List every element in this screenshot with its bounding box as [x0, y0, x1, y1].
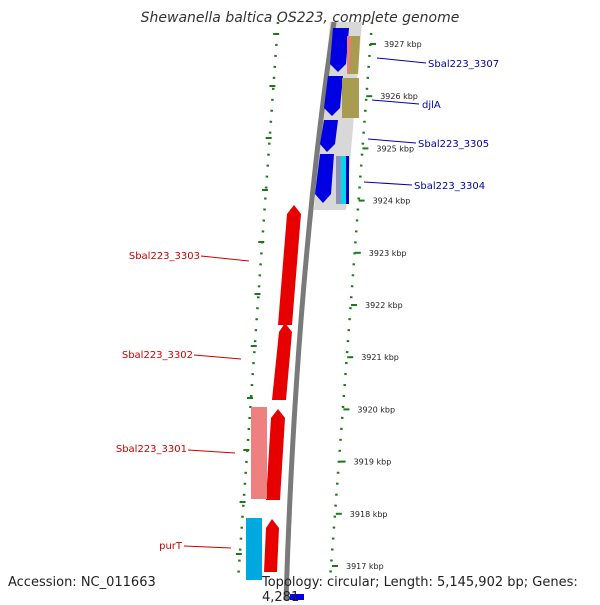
leader-3305: [367, 138, 417, 144]
feature-olive-upper: [349, 36, 361, 74]
scale-label: 3925 kbp: [376, 144, 414, 153]
gene-label-3305: Sbal223_3305: [418, 139, 489, 150]
leader-3307: [376, 57, 427, 64]
cds-3302-arrow: [272, 323, 292, 400]
cds-bottom-partial: [290, 594, 304, 600]
gene-label-purt: purT: [159, 541, 183, 552]
leader-purt: [183, 545, 232, 549]
cds-purt-arrow: [264, 519, 279, 572]
accession-label: Accession: NC_011663: [8, 575, 156, 590]
gene-label-3301: Sbal223_3301: [116, 444, 187, 455]
feature-cyan-lower: [246, 518, 262, 580]
scale-label: 3921 kbp: [361, 353, 399, 362]
leader-djla: [371, 99, 420, 105]
cds-3305-arrow: [320, 120, 338, 152]
scale-label: 3926 kbp: [380, 92, 418, 101]
genome-backbone: [283, 21, 337, 600]
feature-grey: [336, 156, 342, 204]
scale-label: 3922 kbp: [365, 301, 403, 310]
leader-3304: [363, 181, 413, 186]
feature-light-red: [251, 407, 267, 499]
left-tick-marks: [235, 33, 280, 555]
map-title: Shewanella baltica OS223, complete genom…: [140, 10, 460, 26]
feature-olive-lower: [342, 78, 359, 118]
leader-3303: [200, 255, 250, 262]
cds-3303-arrow: [278, 205, 301, 325]
scale-label: 3927 kbp: [384, 40, 422, 49]
leader-3301: [187, 449, 236, 454]
gene-label-3304: Sbal223_3304: [414, 181, 485, 192]
feature-blue-strip: [346, 156, 349, 204]
gene-label-3303: Sbal223_3303: [129, 251, 200, 262]
scale-label: 3917 kbp: [346, 562, 384, 571]
feature-cyan-upper: [341, 156, 348, 204]
scale-label: 3918 kbp: [350, 510, 388, 519]
gene-label-djla: djlA: [422, 100, 441, 111]
cds-3301-arrow: [266, 409, 285, 500]
leader-3302: [193, 354, 242, 360]
gene-label-3302: Sbal223_3302: [122, 350, 193, 361]
gene-label-3307: Sbal223_3307: [428, 59, 499, 70]
scale-label: 3924 kbp: [373, 197, 411, 206]
cds-3307-arrow: [330, 28, 349, 72]
scale-label: 3920 kbp: [357, 405, 395, 414]
scale-label: 3919 kbp: [354, 458, 392, 467]
cds-djla-arrow: [324, 76, 343, 116]
cds-3304-arrow: [315, 154, 334, 203]
scale-label: 3923 kbp: [369, 249, 407, 258]
scale-labels: 3927 kbp 3926 kbp 3925 kbp 3924 kbp 3923 kbp…: [332, 40, 422, 571]
topology-label: Topology: circular; Length: 5,145,902 bp…: [262, 575, 578, 605]
